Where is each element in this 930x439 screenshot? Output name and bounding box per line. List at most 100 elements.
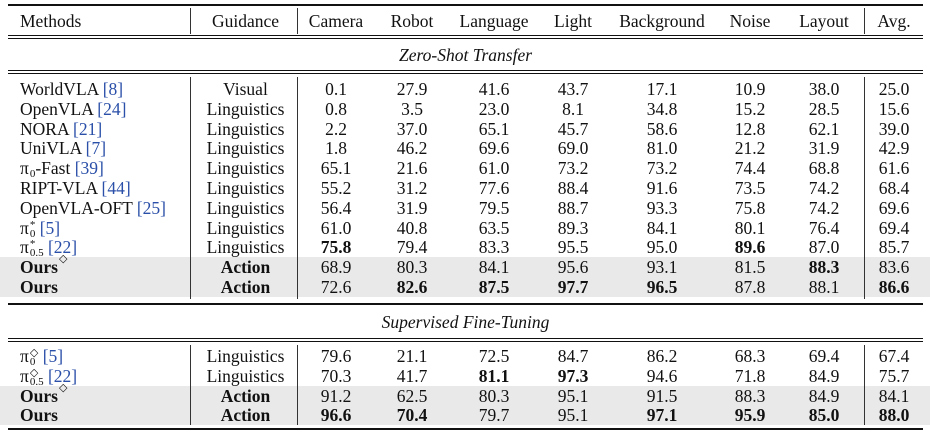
section-rule-2b <box>8 341 923 342</box>
value-cell: 88.7 <box>557 197 589 218</box>
method-name: π 0 -Fast [39] <box>20 158 104 180</box>
value-cell: 91.2 <box>320 385 352 406</box>
value-cell: 61.6 <box>878 158 910 179</box>
value-cell: 96.6 <box>320 405 352 426</box>
header-layout: Layout <box>799 11 849 31</box>
value-cell: 38.0 <box>808 79 840 99</box>
value-cell: 0.1 <box>325 79 347 99</box>
value-cell: 80.3 <box>396 257 428 278</box>
value-cell: 65.1 <box>320 158 352 179</box>
value-cell: 2.2 <box>325 118 347 139</box>
value-cell: 71.8 <box>734 365 766 386</box>
method-name: WorldVLA [8] <box>20 79 123 99</box>
method-label: OpenVLA-OFT <box>20 197 133 218</box>
guidance-cell: Action <box>220 257 271 278</box>
table-row: UniVLA [7] Linguistics 1.8 46.2 69.6 69.0 81.0… <box>0 138 930 158</box>
value-cell: 56.4 <box>320 197 352 218</box>
method-script: * 0.5 <box>30 239 44 259</box>
method-name: OpenVLA-OFT [25] <box>20 198 166 218</box>
guidance-cell: Visual <box>223 79 268 99</box>
citation-link[interactable]: [24] <box>97 98 127 119</box>
guidance-cell: Linguistics <box>206 98 285 119</box>
value-cell: 41.7 <box>396 365 428 386</box>
header-background: Background <box>619 11 705 31</box>
value-cell: 74.2 <box>808 197 840 218</box>
value-cell: 83.3 <box>478 237 510 258</box>
citation-link[interactable]: [7] <box>85 138 107 159</box>
value-cell: 87.0 <box>808 237 840 258</box>
value-cell: 79.7 <box>478 405 510 426</box>
citation-link[interactable]: [8] <box>102 79 124 99</box>
value-cell: 84.1 <box>878 385 910 406</box>
guidance-cell: Action <box>220 405 271 426</box>
method-superscript: ◇ <box>58 381 68 394</box>
header-light: Light <box>554 11 592 31</box>
value-cell: 15.2 <box>734 98 766 119</box>
separator-guidance <box>297 8 298 34</box>
header-row: Methods Guidance Camera Robot Language L… <box>0 11 930 31</box>
value-cell: 81.0 <box>646 138 678 159</box>
method-superscript: ◇ <box>58 253 68 266</box>
method-label: π <box>20 217 29 238</box>
section-rule-2 <box>8 338 923 339</box>
table-row: RIPT-VLA [44] Linguistics 55.2 31.2 77.6 88.4… <box>0 178 930 198</box>
separator-guidance-s1 <box>297 77 298 299</box>
value-cell: 85.0 <box>808 405 840 426</box>
value-cell: 58.6 <box>646 118 678 139</box>
value-cell: 69.6 <box>478 138 510 159</box>
table-row: π * 0.5 [22] Linguistics 75.8 79.4 83.3 95.5 95.… <box>0 237 930 259</box>
value-cell: 79.6 <box>320 346 352 366</box>
value-cell: 97.3 <box>557 365 589 386</box>
value-cell: 82.6 <box>396 277 428 297</box>
citation-link[interactable]: [22] <box>47 237 78 258</box>
method-subscript: 0 <box>29 227 36 240</box>
value-cell: 21.2 <box>734 138 766 159</box>
value-cell: 75.8 <box>320 237 352 258</box>
method-script: 0 <box>30 161 36 180</box>
method-label: OpenVLA <box>20 98 93 119</box>
guidance-cell: Linguistics <box>206 217 285 238</box>
method-subscript: 0 <box>29 355 36 368</box>
method-name: UniVLA [7] <box>20 138 106 158</box>
value-cell: 94.6 <box>646 365 678 386</box>
value-cell: 79.5 <box>478 197 510 218</box>
guidance-cell: Linguistics <box>206 118 285 139</box>
value-cell: 67.4 <box>878 346 910 366</box>
value-cell: 62.5 <box>396 385 428 406</box>
value-cell: 1.8 <box>325 138 347 159</box>
header-avg: Avg. <box>877 11 911 31</box>
method-name: π ◇ 0 [5] <box>20 346 64 368</box>
value-cell: 31.2 <box>396 178 428 198</box>
citation-link[interactable]: [22] <box>47 365 78 386</box>
value-cell: 74.4 <box>734 158 766 179</box>
table-row: π ◇ 0 [5] Linguistics 79.6 21.1 72.5 84.7 86.2 68… <box>0 346 930 368</box>
citation-link[interactable]: [5] <box>39 217 61 238</box>
value-cell: 77.6 <box>478 178 510 198</box>
value-cell: 25.0 <box>878 79 910 99</box>
method-superscript: * <box>29 218 36 231</box>
method-label: Ours <box>20 277 58 297</box>
guidance-cell: Linguistics <box>206 365 285 386</box>
value-cell: 31.9 <box>808 138 840 159</box>
value-cell: 70.4 <box>396 405 428 426</box>
value-cell: 95.1 <box>557 385 589 406</box>
citation-link[interactable]: [44] <box>101 178 131 198</box>
method-script: ◇ <box>58 381 68 402</box>
citation-link[interactable]: [21] <box>73 118 103 139</box>
header-rule-2 <box>8 38 923 39</box>
citation-link[interactable]: [5] <box>42 346 64 366</box>
method-subscript <box>59 393 67 402</box>
section-end-rule <box>8 303 923 305</box>
citation-link[interactable]: [39] <box>74 158 104 179</box>
value-cell: 69.0 <box>557 138 589 159</box>
method-name: Ours <box>20 277 58 297</box>
value-cell: 80.3 <box>478 385 510 406</box>
method-script: ◇ <box>58 253 68 273</box>
value-cell: 89.6 <box>734 237 766 258</box>
method-label: UniVLA <box>20 138 82 159</box>
value-cell: 86.2 <box>646 346 678 366</box>
method-name: π ◇ 0.5 [22] <box>20 365 78 387</box>
citation-link[interactable]: [25] <box>136 197 166 218</box>
value-cell: 97.1 <box>646 405 678 426</box>
value-cell: 69.4 <box>808 346 840 366</box>
